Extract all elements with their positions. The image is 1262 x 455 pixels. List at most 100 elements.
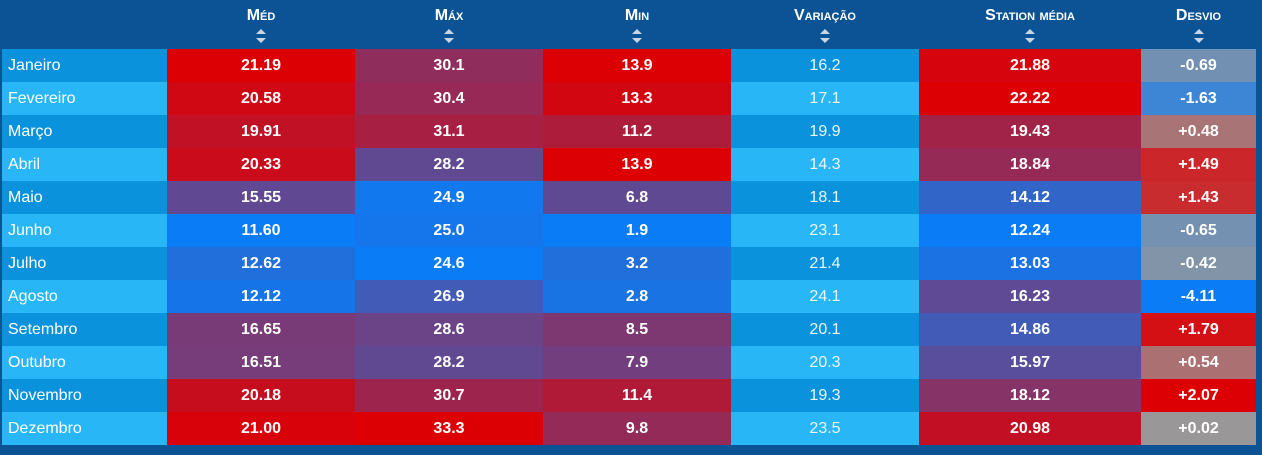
column-header-label: Máx (434, 7, 464, 24)
max-cell: 26.9 (355, 280, 543, 313)
desvio-cell: +1.79 (1141, 313, 1256, 346)
min-cell: 2.8 (543, 280, 731, 313)
sort-arrows-icon[interactable] (443, 28, 455, 44)
table-row: Janeiro 21.19 30.1 13.9 16.2 21.88 -0.69 (2, 49, 1256, 82)
month-cell: Maio (2, 181, 167, 214)
desvio-cell: +2.07 (1141, 379, 1256, 412)
med-cell: 20.18 (167, 379, 355, 412)
max-cell: 30.1 (355, 49, 543, 82)
sort-arrows-icon[interactable] (1024, 28, 1036, 44)
med-cell: 19.91 (167, 115, 355, 148)
table-row: Agosto 12.12 26.9 2.8 24.1 16.23 -4.11 (2, 280, 1256, 313)
desvio-cell: +1.43 (1141, 181, 1256, 214)
column-header-desvio[interactable]: Desvio (1141, 2, 1256, 49)
var-cell: 23.5 (731, 412, 919, 445)
column-header-med[interactable]: Méd (167, 2, 355, 49)
max-cell: 28.2 (355, 148, 543, 181)
desvio-cell: -0.42 (1141, 247, 1256, 280)
max-cell: 28.2 (355, 346, 543, 379)
month-cell: Agosto (2, 280, 167, 313)
min-cell: 7.9 (543, 346, 731, 379)
table-row: Março 19.91 31.1 11.2 19.9 19.43 +0.48 (2, 115, 1256, 148)
sort-arrows-icon[interactable] (819, 28, 831, 44)
desvio-cell: -4.11 (1141, 280, 1256, 313)
med-cell: 20.33 (167, 148, 355, 181)
column-header-label: Variação (793, 7, 856, 24)
station-cell: 18.12 (919, 379, 1141, 412)
var-cell: 21.4 (731, 247, 919, 280)
table-row: Fevereiro 20.58 30.4 13.3 17.1 22.22 -1.63 (2, 82, 1256, 115)
month-cell: Abril (2, 148, 167, 181)
station-cell: 15.97 (919, 346, 1141, 379)
station-cell: 22.22 (919, 82, 1141, 115)
column-header-min[interactable]: Min (543, 2, 731, 49)
station-cell: 13.03 (919, 247, 1141, 280)
med-cell: 21.00 (167, 412, 355, 445)
max-cell: 31.1 (355, 115, 543, 148)
column-header-max[interactable]: Máx (355, 2, 543, 49)
column-header-label: Station média (985, 7, 1075, 24)
min-cell: 11.4 (543, 379, 731, 412)
station-cell: 20.98 (919, 412, 1141, 445)
month-cell: Outubro (2, 346, 167, 379)
column-header-month (2, 2, 167, 49)
column-header-var[interactable]: Variação (731, 2, 919, 49)
sort-arrows-icon[interactable] (255, 28, 267, 44)
table-header: Méd Máx Min Variação Station média Desvio (2, 2, 1256, 49)
min-cell: 13.9 (543, 148, 731, 181)
min-cell: 6.8 (543, 181, 731, 214)
month-cell: Janeiro (2, 49, 167, 82)
month-cell: Dezembro (2, 412, 167, 445)
desvio-cell: -1.63 (1141, 82, 1256, 115)
med-cell: 12.12 (167, 280, 355, 313)
max-cell: 30.7 (355, 379, 543, 412)
var-cell: 19.3 (731, 379, 919, 412)
med-cell: 15.55 (167, 181, 355, 214)
month-cell: Fevereiro (2, 82, 167, 115)
med-cell: 20.58 (167, 82, 355, 115)
sort-arrows-icon[interactable] (631, 28, 643, 44)
table-row: Maio 15.55 24.9 6.8 18.1 14.12 +1.43 (2, 181, 1256, 214)
month-cell: Março (2, 115, 167, 148)
desvio-cell: +0.54 (1141, 346, 1256, 379)
column-header-label: Méd (246, 7, 276, 24)
station-cell: 18.84 (919, 148, 1141, 181)
month-cell: Setembro (2, 313, 167, 346)
table-row: Setembro 16.65 28.6 8.5 20.1 14.86 +1.79 (2, 313, 1256, 346)
med-cell: 21.19 (167, 49, 355, 82)
table-row: Novembro 20.18 30.7 11.4 19.3 18.12 +2.07 (2, 379, 1256, 412)
month-cell: Julho (2, 247, 167, 280)
max-cell: 28.6 (355, 313, 543, 346)
var-cell: 18.1 (731, 181, 919, 214)
table-body: Janeiro 21.19 30.1 13.9 16.2 21.88 -0.69 Fevere… (2, 49, 1256, 445)
column-header-label: Desvio (1175, 7, 1222, 24)
min-cell: 13.9 (543, 49, 731, 82)
var-cell: 19.9 (731, 115, 919, 148)
var-cell: 24.1 (731, 280, 919, 313)
desvio-cell: -0.65 (1141, 214, 1256, 247)
var-cell: 17.1 (731, 82, 919, 115)
station-cell: 12.24 (919, 214, 1141, 247)
min-cell: 9.8 (543, 412, 731, 445)
desvio-cell: +0.02 (1141, 412, 1256, 445)
min-cell: 11.2 (543, 115, 731, 148)
max-cell: 24.6 (355, 247, 543, 280)
max-cell: 33.3 (355, 412, 543, 445)
station-cell: 14.12 (919, 181, 1141, 214)
table-row: Julho 12.62 24.6 3.2 21.4 13.03 -0.42 (2, 247, 1256, 280)
max-cell: 24.9 (355, 181, 543, 214)
desvio-cell: -0.69 (1141, 49, 1256, 82)
table-row: Junho 11.60 25.0 1.9 23.1 12.24 -0.65 (2, 214, 1256, 247)
station-cell: 21.88 (919, 49, 1141, 82)
min-cell: 1.9 (543, 214, 731, 247)
var-cell: 23.1 (731, 214, 919, 247)
month-cell: Junho (2, 214, 167, 247)
sort-arrows-icon[interactable] (1193, 28, 1205, 44)
med-cell: 16.65 (167, 313, 355, 346)
column-header-station[interactable]: Station média (919, 2, 1141, 49)
station-cell: 14.86 (919, 313, 1141, 346)
table-row: Outubro 16.51 28.2 7.9 20.3 15.97 +0.54 (2, 346, 1256, 379)
med-cell: 12.62 (167, 247, 355, 280)
med-cell: 16.51 (167, 346, 355, 379)
